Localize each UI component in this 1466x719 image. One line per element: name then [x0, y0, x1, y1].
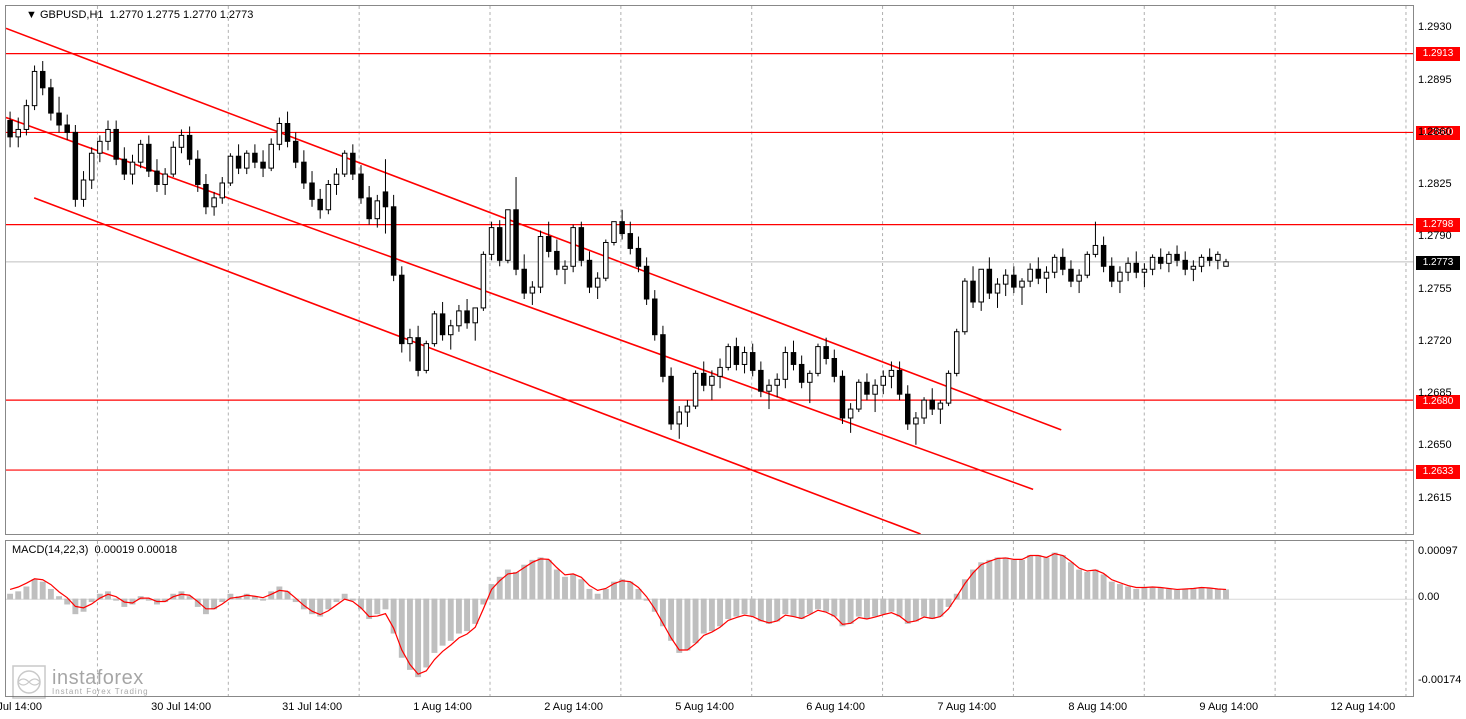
- macd-y-axis: 0.00097 0.00 -0.00174: [1414, 540, 1466, 697]
- macd-tick-label: 0.00: [1418, 591, 1439, 603]
- price-tick-label: 1.2790: [1418, 230, 1452, 242]
- time-x-axis: 26 Jul 14:0030 Jul 14:0031 Jul 14:001 Au…: [5, 697, 1414, 719]
- price-chart-svg: [6, 6, 1413, 534]
- watermark-tagline: Instant Forex Trading: [52, 688, 149, 696]
- time-tick-label: 12 Aug 14:00: [1330, 701, 1395, 713]
- price-tick-label: 1.2755: [1418, 283, 1452, 295]
- price-tick-label: 1.2895: [1418, 74, 1452, 86]
- watermark-logo-icon: [12, 665, 46, 699]
- price-y-axis: 1.2615 1.2650 1.2685 1.2720 1.2755 1.2790 1.28…: [1414, 5, 1466, 535]
- time-tick-label: 6 Aug 14:00: [806, 701, 865, 713]
- price-tick-label: 1.2825: [1418, 178, 1452, 190]
- chart-container: ▼ GBPUSD,H1 1.2770 1.2775 1.2770 1.2773 …: [0, 0, 1466, 719]
- price-tick-label: 1.2650: [1418, 439, 1452, 451]
- price-tick-label: 1.2685: [1418, 387, 1452, 399]
- watermark-brand: instaforex: [52, 668, 149, 688]
- macd-chart-svg: [6, 541, 1413, 696]
- time-tick-label: 31 Jul 14:00: [282, 701, 342, 713]
- price-tick-label: 1.2860: [1418, 126, 1452, 138]
- price-chart-panel[interactable]: ▼ GBPUSD,H1 1.2770 1.2775 1.2770 1.2773 …: [5, 5, 1414, 535]
- symbol-timeframe-label: ▼ GBPUSD,H1 1.2770 1.2775 1.2770 1.2773: [26, 9, 253, 21]
- macd-tick-label: -0.00174: [1418, 674, 1461, 686]
- price-tick-label: 1.2720: [1418, 335, 1452, 347]
- watermark: instaforex Instant Forex Trading: [12, 665, 149, 699]
- time-tick-label: 7 Aug 14:00: [937, 701, 996, 713]
- time-tick-label: 8 Aug 14:00: [1068, 701, 1127, 713]
- time-tick-label: 30 Jul 14:00: [151, 701, 211, 713]
- macd-tick-label: 0.00097: [1418, 545, 1458, 557]
- price-tick-label: 1.2615: [1418, 492, 1452, 504]
- macd-indicator-panel[interactable]: MACD(14,22,3) 0.00019 0.00018: [5, 540, 1414, 697]
- time-tick-label: 1 Aug 14:00: [413, 701, 472, 713]
- price-tick-label: 1.2930: [1418, 21, 1452, 33]
- time-tick-label: 9 Aug 14:00: [1199, 701, 1258, 713]
- time-tick-label: 26 Jul 14:00: [0, 701, 42, 713]
- time-tick-label: 5 Aug 14:00: [675, 701, 734, 713]
- time-tick-label: 2 Aug 14:00: [544, 701, 603, 713]
- macd-label: MACD(14,22,3) 0.00019 0.00018: [12, 544, 177, 556]
